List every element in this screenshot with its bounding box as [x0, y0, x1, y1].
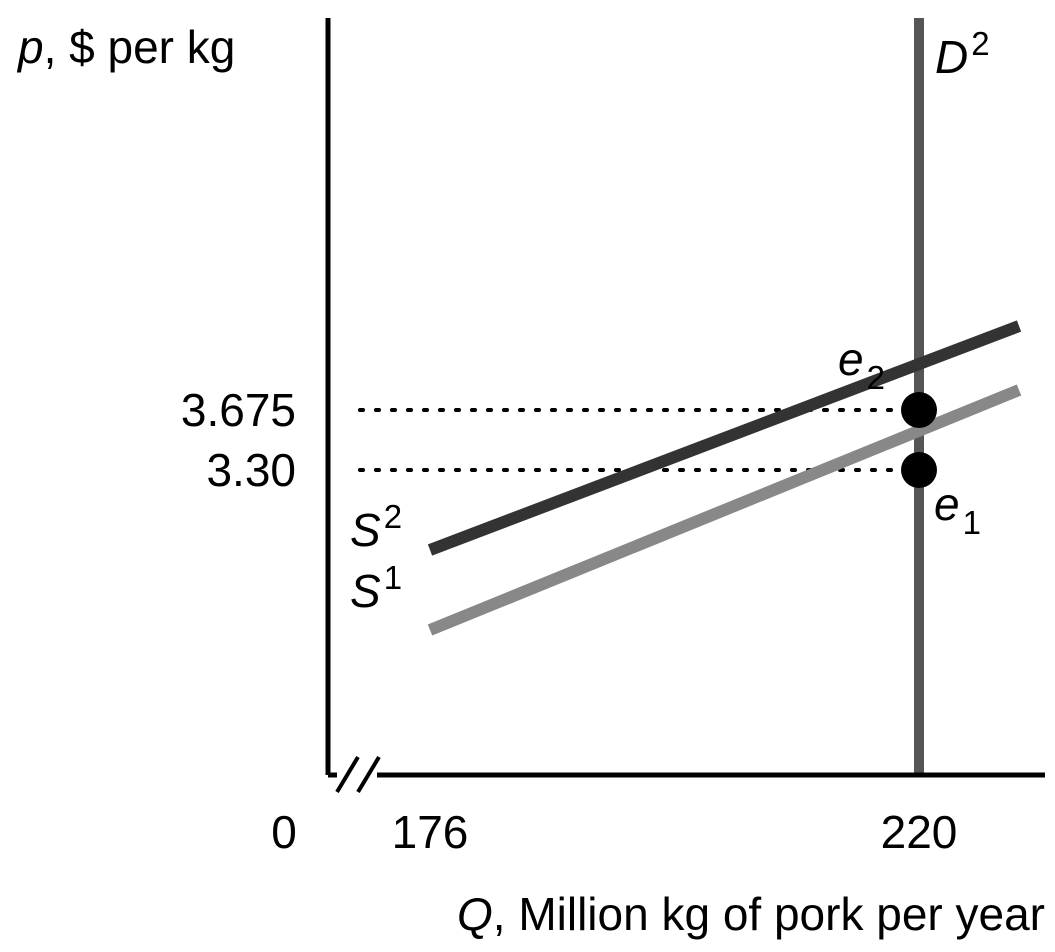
x-tick-label-220: 220	[881, 806, 958, 858]
y-tick-label-3-675: 3.675	[181, 384, 296, 436]
x-axis-break-slash-right	[356, 755, 381, 794]
x-tick-label-176: 176	[392, 806, 469, 858]
x-axis-label-variable: Q	[457, 888, 493, 940]
equilibrium-point-e2	[901, 392, 937, 428]
x-axis-break-marker	[335, 755, 381, 794]
supply-label-s2-suffix: 2	[384, 498, 402, 535]
x-axis-label-text: , Million kg of pork per year	[493, 888, 1045, 940]
supply-label-s2-base: S	[350, 504, 381, 556]
point-label-e1-suffix: 1	[963, 504, 981, 541]
point-label-e1: e1	[934, 478, 981, 541]
x-axis-label: Q, Million kg of pork per year	[457, 888, 1045, 940]
point-label-e2-suffix: 2	[867, 359, 885, 396]
point-label-e2: e2	[838, 333, 885, 396]
supply-label-s2: S2	[350, 498, 402, 556]
demand-label-suffix: 2	[971, 25, 989, 62]
x-origin-label: 0	[271, 806, 297, 858]
supply-label-s1-suffix: 1	[384, 559, 402, 596]
y-axis-label-text: , $ per kg	[44, 21, 236, 73]
point-label-e2-base: e	[838, 333, 864, 385]
y-axis-label-variable: p	[16, 21, 44, 73]
point-label-e1-base: e	[934, 478, 960, 530]
supply-curve-S2	[427, 320, 1022, 556]
supply-label-s1-base: S	[350, 565, 381, 617]
x-axis-break-slash-left	[335, 755, 360, 794]
demand-label: D2	[935, 25, 990, 83]
supply-label-s1: S1	[350, 559, 402, 617]
supply-curve-S1	[427, 384, 1022, 636]
y-tick-label-3-30: 3.30	[206, 444, 296, 496]
demand-label-base: D	[935, 31, 968, 83]
points-layer	[901, 392, 937, 488]
tick-layer: 3.675 3.30 176 220	[181, 384, 958, 858]
equilibrium-point-e1	[901, 452, 937, 488]
y-axis-label: p, $ per kg	[16, 21, 235, 73]
